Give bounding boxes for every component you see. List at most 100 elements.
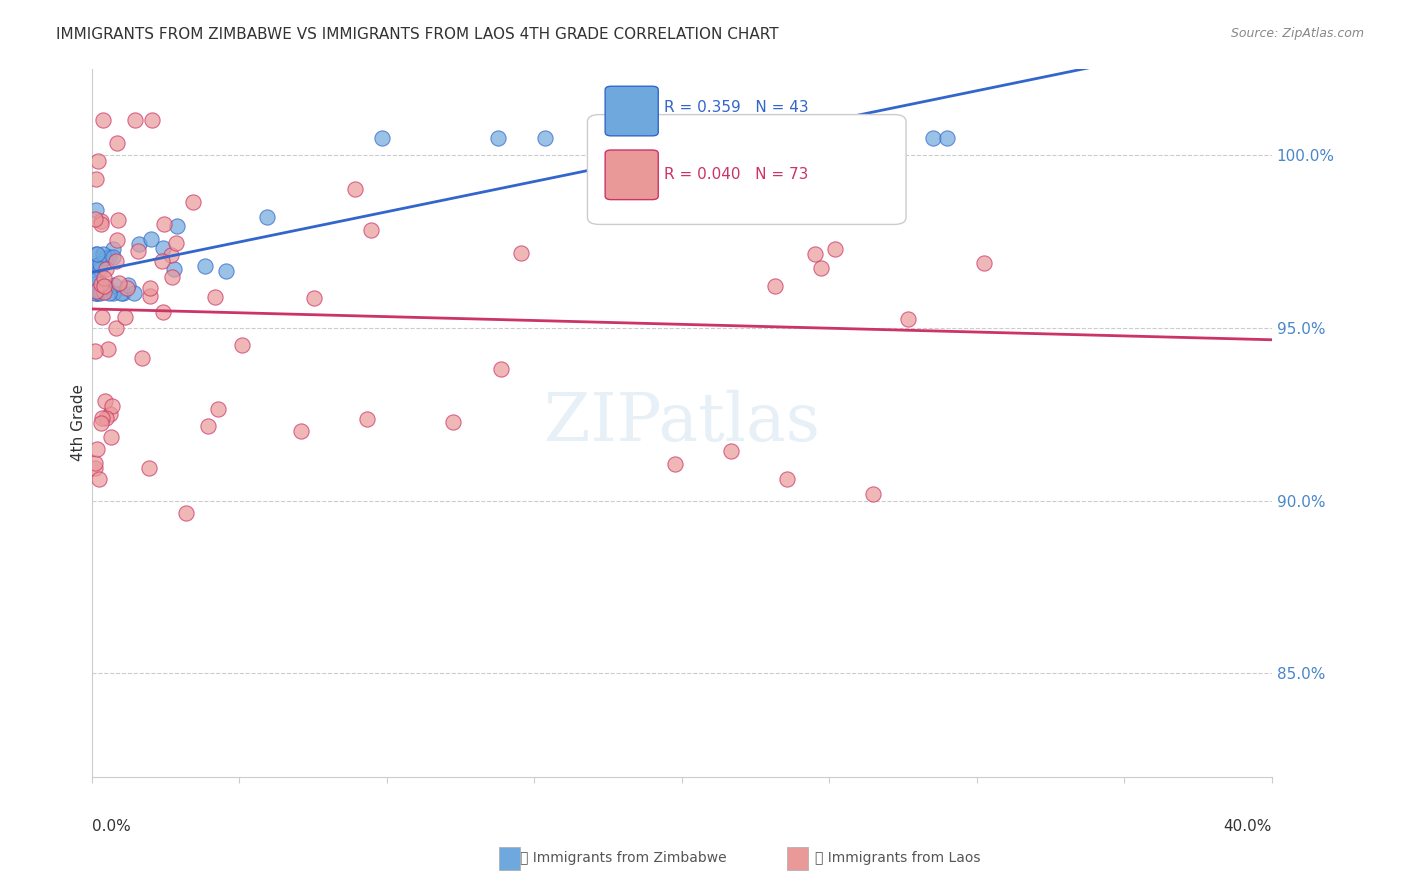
Laos: [104, 253, 127, 268]
Laos: [86, 172, 108, 186]
Text: R = 0.040   N = 73: R = 0.040 N = 73: [664, 168, 808, 182]
Laos: [93, 285, 115, 299]
Laos: [124, 113, 146, 128]
Laos: [231, 338, 253, 352]
Laos: [127, 244, 149, 258]
Laos: [489, 362, 512, 376]
Laos: [197, 418, 219, 433]
Zimbabwe: [101, 250, 124, 264]
Laos: [83, 212, 105, 227]
Laos: [138, 461, 160, 475]
Laos: [83, 457, 105, 471]
Zimbabwe: [89, 261, 111, 276]
Zimbabwe: [215, 264, 238, 278]
Laos: [862, 487, 884, 501]
Text: 40.0%: 40.0%: [1223, 819, 1272, 834]
Laos: [86, 442, 108, 456]
Laos: [165, 235, 187, 250]
Laos: [96, 411, 118, 425]
Laos: [100, 399, 122, 413]
Laos: [84, 284, 107, 298]
Zimbabwe: [166, 219, 188, 233]
Laos: [159, 248, 181, 262]
Zimbabwe: [103, 286, 125, 301]
Zimbabwe: [91, 283, 114, 297]
Laos: [100, 430, 122, 444]
Zimbabwe: [86, 276, 108, 290]
Zimbabwe: [801, 130, 824, 145]
Laos: [93, 113, 115, 128]
Zimbabwe: [97, 286, 120, 301]
Zimbabwe: [122, 286, 145, 301]
Zimbabwe: [194, 260, 217, 274]
Laos: [97, 342, 120, 356]
Zimbabwe: [630, 130, 652, 145]
Zimbabwe: [486, 130, 509, 145]
Laos: [87, 472, 110, 486]
Laos: [150, 254, 173, 268]
Laos: [804, 247, 827, 261]
Laos: [139, 281, 162, 295]
Text: R = 0.359   N = 43: R = 0.359 N = 43: [664, 100, 808, 115]
Laos: [152, 304, 174, 318]
Laos: [139, 289, 162, 303]
Laos: [114, 310, 136, 325]
Zimbabwe: [103, 277, 125, 292]
Laos: [302, 291, 325, 305]
Laos: [90, 217, 112, 231]
Zimbabwe: [371, 130, 394, 145]
Zimbabwe: [128, 237, 150, 252]
Zimbabwe: [256, 210, 278, 224]
Laos: [93, 271, 115, 285]
Laos: [181, 194, 204, 209]
Zimbabwe: [83, 274, 105, 288]
Laos: [776, 471, 799, 485]
Laos: [356, 412, 378, 426]
Laos: [141, 113, 163, 128]
Text: 0.0%: 0.0%: [91, 819, 131, 834]
Zimbabwe: [84, 286, 107, 301]
Zimbabwe: [89, 257, 111, 271]
Laos: [897, 312, 920, 326]
Laos: [90, 214, 112, 228]
Laos: [105, 136, 128, 151]
Laos: [90, 277, 112, 291]
Zimbabwe: [936, 130, 959, 145]
Zimbabwe: [86, 246, 108, 260]
Laos: [117, 280, 139, 294]
Laos: [810, 261, 832, 276]
Laos: [765, 279, 787, 293]
Laos: [93, 278, 115, 293]
Laos: [91, 411, 114, 425]
Laos: [290, 424, 312, 438]
Laos: [94, 394, 117, 409]
Text: ⬜ Immigrants from Laos: ⬜ Immigrants from Laos: [815, 851, 981, 865]
Laos: [207, 402, 229, 417]
Laos: [441, 416, 464, 430]
Laos: [973, 256, 995, 270]
Text: ZIPatlas: ZIPatlas: [544, 390, 820, 456]
Zimbabwe: [534, 130, 557, 145]
Laos: [160, 269, 183, 284]
Zimbabwe: [84, 202, 107, 217]
Laos: [131, 351, 153, 365]
Laos: [83, 344, 105, 359]
Text: ⬜ Immigrants from Zimbabwe: ⬜ Immigrants from Zimbabwe: [520, 851, 727, 865]
Laos: [94, 262, 117, 277]
Zimbabwe: [152, 241, 174, 255]
Zimbabwe: [84, 247, 107, 261]
Laos: [100, 407, 122, 421]
Laos: [360, 223, 382, 237]
Zimbabwe: [91, 246, 114, 260]
Laos: [763, 202, 786, 216]
Laos: [344, 182, 367, 196]
Zimbabwe: [83, 272, 105, 286]
Zimbabwe: [163, 261, 186, 276]
Zimbabwe: [696, 130, 718, 145]
Laos: [105, 321, 128, 335]
Laos: [824, 242, 846, 256]
Laos: [638, 175, 661, 189]
Zimbabwe: [139, 232, 162, 246]
Laos: [174, 506, 197, 520]
Laos: [83, 461, 105, 475]
